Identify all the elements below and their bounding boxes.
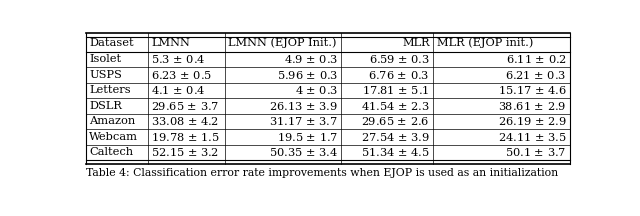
Text: 38.61 $\pm$ 2.9: 38.61 $\pm$ 2.9 [498,100,566,112]
Text: MLR: MLR [402,38,429,48]
Text: 6.59 $\pm$ 0.3: 6.59 $\pm$ 0.3 [369,53,429,65]
Text: 6.76 $\pm$ 0.3: 6.76 $\pm$ 0.3 [368,69,429,81]
Text: 6.23 $\pm$ 0.5: 6.23 $\pm$ 0.5 [152,69,212,81]
Text: 41.54 $\pm$ 2.3: 41.54 $\pm$ 2.3 [361,100,429,112]
Text: Dataset: Dataset [90,38,134,48]
Text: 4.1 $\pm$ 0.4: 4.1 $\pm$ 0.4 [152,84,206,96]
Text: 29.65 $\pm$ 3.7: 29.65 $\pm$ 3.7 [152,100,220,112]
Text: 52.15 $\pm$ 3.2: 52.15 $\pm$ 3.2 [152,146,220,158]
Text: Isolet: Isolet [90,54,122,64]
Text: 5.3 $\pm$ 0.4: 5.3 $\pm$ 0.4 [152,53,206,65]
Text: 6.21 $\pm$ 0.3: 6.21 $\pm$ 0.3 [506,69,566,81]
Text: Webcam: Webcam [90,132,138,142]
Text: DSLR: DSLR [90,101,122,111]
Text: Table 4: Classification error rate improvements when EJOP is used as an initiali: Table 4: Classification error rate impro… [86,168,558,178]
Text: 15.17 $\pm$ 4.6: 15.17 $\pm$ 4.6 [498,84,566,96]
Text: 4.9 $\pm$ 0.3: 4.9 $\pm$ 0.3 [284,53,338,65]
Text: USPS: USPS [90,70,122,80]
Text: 31.17 $\pm$ 3.7: 31.17 $\pm$ 3.7 [269,115,338,127]
Text: 19.78 $\pm$ 1.5: 19.78 $\pm$ 1.5 [152,131,220,143]
Text: 51.34 $\pm$ 4.5: 51.34 $\pm$ 4.5 [361,146,429,158]
Text: 19.5 $\pm$ 1.7: 19.5 $\pm$ 1.7 [276,131,338,143]
Text: 24.11 $\pm$ 3.5: 24.11 $\pm$ 3.5 [498,131,566,143]
Text: 29.65 $\pm$ 2.6: 29.65 $\pm$ 2.6 [361,115,429,127]
Text: 50.35 $\pm$ 3.4: 50.35 $\pm$ 3.4 [269,146,338,158]
Text: Letters: Letters [90,85,131,95]
Text: 6.11 $\pm$ 0.2: 6.11 $\pm$ 0.2 [506,53,566,65]
Text: 27.54 $\pm$ 3.9: 27.54 $\pm$ 3.9 [361,131,429,143]
Text: 4 $\pm$ 0.3: 4 $\pm$ 0.3 [294,84,338,96]
Text: MLR (EJOP init.): MLR (EJOP init.) [436,38,533,49]
Text: 26.19 $\pm$ 2.9: 26.19 $\pm$ 2.9 [498,115,566,127]
Text: 50.1 $\pm$ 3.7: 50.1 $\pm$ 3.7 [505,146,566,158]
Text: 33.08 $\pm$ 4.2: 33.08 $\pm$ 4.2 [152,115,220,127]
Text: LMNN: LMNN [152,38,190,48]
Text: 5.96 $\pm$ 0.3: 5.96 $\pm$ 0.3 [276,69,338,81]
Text: 17.81 $\pm$ 5.1: 17.81 $\pm$ 5.1 [362,84,429,96]
Text: LMNN (EJOP Init.): LMNN (EJOP Init.) [228,38,337,49]
Text: Amazon: Amazon [90,116,136,126]
Text: 26.13 $\pm$ 3.9: 26.13 $\pm$ 3.9 [269,100,338,112]
Text: Caltech: Caltech [90,147,134,157]
